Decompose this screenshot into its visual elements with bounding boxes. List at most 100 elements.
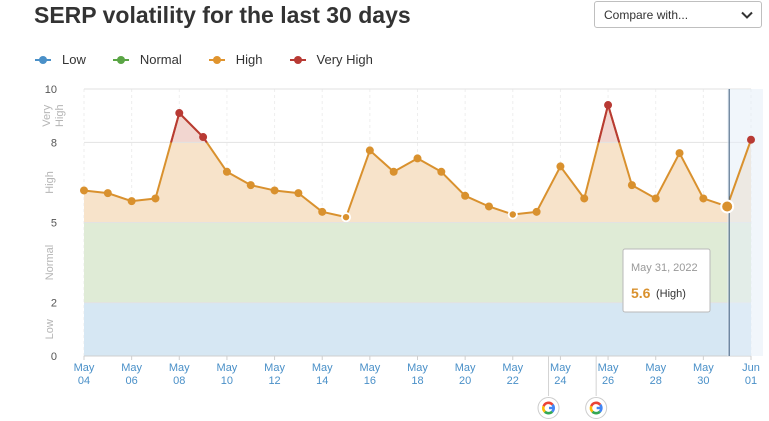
data-point-1[interactable] — [103, 189, 112, 198]
legend-item-normal[interactable]: Normal — [112, 52, 182, 67]
y-tick-label-4: 10 — [45, 84, 57, 96]
tooltip-level: (High) — [656, 288, 686, 300]
legend-label-high: High — [235, 52, 263, 67]
x-tick-label-14: Jun 01 — [742, 362, 760, 387]
band-label-3-line-1: Very — [41, 104, 53, 127]
legend-swatch-high — [208, 55, 225, 64]
data-point-10[interactable] — [318, 207, 327, 216]
legend-label-low: Low — [62, 52, 86, 67]
series-segment-very-high-22 — [607, 104, 621, 143]
data-point-23[interactable] — [627, 181, 636, 190]
series-segment-5 — [202, 136, 228, 173]
data-point-4[interactable] — [175, 109, 184, 118]
series-segment-16 — [464, 194, 490, 208]
series-segment-24 — [654, 152, 681, 199]
data-point-24[interactable] — [651, 194, 660, 203]
legend-label-normal: Normal — [139, 52, 182, 67]
x-tick-day-0: 04 — [78, 375, 90, 387]
series-segment-27 — [726, 139, 752, 207]
series-segment-12 — [369, 149, 395, 173]
data-point-2[interactable] — [127, 197, 136, 206]
x-tick-label-12: May 28 — [645, 362, 666, 387]
x-tick-day-4: 12 — [268, 375, 280, 387]
data-point-5[interactable] — [199, 133, 208, 142]
x-tick-label-13: May 30 — [693, 362, 714, 387]
data-point-20[interactable] — [556, 162, 565, 171]
google-arc-green-1 — [591, 410, 601, 415]
legend-label-very-high: Very High — [316, 52, 373, 67]
series-segment-6 — [226, 170, 252, 186]
legend-swatch-normal — [112, 55, 129, 64]
page-title: SERP volatility for the last 30 days — [34, 2, 411, 28]
x-tick-day-12: 28 — [650, 375, 662, 387]
data-point-12[interactable] — [365, 146, 374, 155]
x-tick-label-4: May 12 — [264, 362, 285, 387]
data-point-8[interactable] — [270, 186, 279, 195]
series-segment-13 — [393, 157, 418, 173]
legend-item-very-high[interactable]: Very High — [289, 52, 373, 67]
data-point-16[interactable] — [461, 191, 470, 200]
tooltip: May 31, 2022 5.6 (High) — [622, 248, 711, 313]
band-area-1 — [84, 222, 751, 303]
x-tick-month-8: May — [455, 362, 476, 374]
data-point-21[interactable] — [580, 194, 589, 203]
data-point-17[interactable] — [484, 202, 493, 211]
data-point-19[interactable] — [532, 207, 541, 216]
data-point-25[interactable] — [675, 149, 684, 158]
series-segment-very-high-4 — [178, 112, 204, 138]
band-label-3: VeryHigh — [41, 104, 66, 127]
x-tick-month-3: May — [217, 362, 238, 374]
data-point-inner-18 — [509, 211, 516, 218]
google-arc-green-0 — [543, 410, 554, 415]
x-tick-month-7: May — [407, 362, 428, 374]
series-segment-7 — [250, 184, 275, 192]
x-tick-month-9: May — [502, 362, 523, 374]
y-tick-label-3: 8 — [51, 137, 57, 149]
data-point-28[interactable] — [747, 135, 755, 144]
data-point-inner-11 — [342, 213, 350, 221]
x-tick-day-1: 06 — [126, 375, 138, 387]
series-segment-19 — [535, 165, 562, 213]
x-tick-day-9: 22 — [507, 375, 519, 387]
x-tick-month-12: May — [645, 362, 666, 374]
data-point-6[interactable] — [222, 167, 231, 176]
data-point-15[interactable] — [437, 167, 446, 176]
series-segment-25 — [678, 152, 705, 199]
band-label-1: Normal — [44, 245, 56, 280]
x-tick-day-7: 18 — [411, 375, 423, 387]
x-tick-day-3: 10 — [221, 375, 233, 387]
x-tick-month-6: May — [359, 362, 380, 374]
band-area-2 — [84, 142, 751, 223]
legend-item-high[interactable]: High — [208, 52, 263, 67]
series-segment-very-high-3 — [170, 112, 181, 143]
data-point-13[interactable] — [389, 167, 398, 176]
data-point-0[interactable] — [80, 186, 88, 195]
chart-legend: Low Normal High Very High — [34, 52, 399, 67]
google-arc-red-1 — [590, 401, 602, 407]
series-segment-very-high-21 — [597, 104, 610, 143]
x-tick-label-2: May 08 — [169, 362, 190, 387]
compare-with-dropdown[interactable]: Compare with... — [594, 1, 762, 28]
series-segment-1 — [107, 192, 132, 203]
chevron-down-icon — [741, 11, 753, 19]
series-segment-20 — [559, 165, 586, 200]
legend-item-low[interactable]: Low — [34, 52, 86, 67]
y-tick-label-0: 0 — [51, 351, 57, 363]
data-point-22[interactable] — [604, 101, 613, 110]
google-arc-yellow-1 — [589, 405, 594, 413]
legend-swatch-low — [35, 55, 51, 64]
data-point-7[interactable] — [246, 181, 255, 190]
data-point-14[interactable] — [413, 154, 422, 163]
google-icon[interactable] — [585, 397, 608, 419]
google-icon[interactable] — [537, 397, 560, 419]
data-point-26[interactable] — [699, 194, 708, 203]
data-point-27[interactable] — [720, 199, 735, 214]
x-tick-day-13: 30 — [697, 375, 709, 387]
series-segment-9 — [297, 192, 323, 213]
current-period-shade — [727, 89, 763, 356]
google-icon-bg-1 — [585, 397, 608, 419]
data-point-9[interactable] — [294, 189, 303, 198]
x-tick-label-0: May 04 — [74, 362, 95, 387]
data-point-3[interactable] — [151, 194, 160, 203]
